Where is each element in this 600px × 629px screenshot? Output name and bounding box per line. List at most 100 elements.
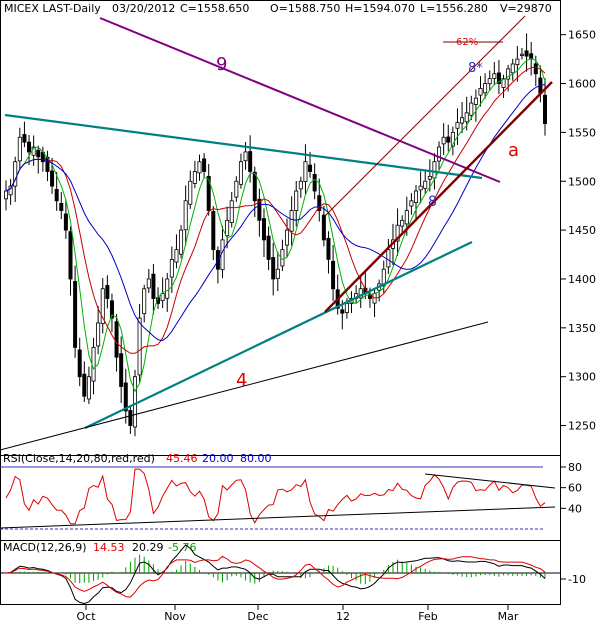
candle-body: [317, 195, 322, 211]
candle-body: [409, 200, 414, 207]
header-low: L=1556.280: [420, 2, 488, 15]
macd-panel: MACD(12,26,9) 14.53 20.29 -5.76 -10: [0, 541, 586, 605]
candle-body: [261, 218, 266, 241]
candle-body: [506, 68, 511, 80]
macd-line: [5, 544, 546, 605]
rsi-y-tick-label: 40: [568, 502, 582, 515]
channel-upper: [324, 15, 526, 217]
candle-body: [137, 317, 142, 376]
price-y-tick-label: 1350: [568, 322, 596, 335]
candle-body: [298, 180, 303, 190]
price-y-tick-label: 1400: [568, 273, 596, 286]
candle-body: [487, 78, 492, 85]
candle-body: [501, 78, 506, 88]
candle-body: [59, 203, 64, 211]
ma-fast-line: [5, 57, 546, 393]
rsi-low-level: 20.00: [202, 452, 234, 465]
candle-body: [243, 151, 248, 162]
candle-body: [73, 281, 78, 348]
candle-body: [132, 376, 137, 428]
candle-body: [188, 180, 193, 205]
wave-a-label: a: [508, 140, 519, 161]
candle-body: [146, 278, 151, 289]
price-y-tick-label: 1650: [568, 29, 596, 42]
candle-body: [404, 210, 409, 225]
candle-body: [427, 175, 432, 180]
candle-body: [68, 231, 73, 280]
candle-body: [473, 97, 478, 105]
rsi-y-tick-label: 80: [568, 461, 582, 474]
candle-body: [119, 353, 124, 387]
candle-body: [303, 161, 308, 182]
candle-body: [400, 219, 405, 227]
trendlines: [0, 15, 553, 451]
candle-body: [179, 229, 184, 255]
candle-body: [192, 171, 197, 184]
candle-body: [418, 185, 423, 191]
candle-body: [13, 161, 18, 187]
x-axis: Oct Nov Dec 12 Feb Mar: [76, 604, 519, 623]
candle-body: [483, 83, 488, 94]
header-date: 03/20/2012: [112, 2, 175, 15]
candle-body: [271, 257, 276, 280]
header-symbol: MICEX LAST-Daily: [4, 2, 101, 15]
candle-body: [165, 278, 170, 299]
candle-body: [432, 161, 437, 179]
macd-value: 14.53: [93, 541, 125, 554]
rsi-line: [5, 468, 546, 525]
candle-body: [50, 170, 55, 187]
price-y-tick-label: 1500: [568, 175, 596, 188]
candle-body: [17, 136, 22, 162]
rsi-y-tick-label: 60: [568, 482, 582, 495]
candle-body: [174, 249, 179, 263]
candle-body: [358, 288, 363, 299]
wave-8-label: 8: [428, 194, 437, 210]
candle-body: [8, 185, 13, 196]
candle-body: [151, 273, 156, 299]
candle-body: [510, 63, 515, 74]
candle-body: [96, 322, 101, 347]
rsi-value: 45.46: [166, 452, 198, 465]
candle-body: [22, 134, 27, 143]
rsi-panel-frame: [0, 455, 561, 541]
price-y-axis: 1250 1300 1350 1400 1450 1500 1550 1600 1650: [560, 29, 596, 433]
candle-body: [344, 303, 349, 313]
candle-body: [248, 151, 253, 172]
candle-body: [4, 190, 9, 200]
header-volume: V=29870: [500, 2, 552, 15]
candle-body: [100, 288, 105, 324]
candle-body: [496, 72, 501, 84]
rsi-high-level: 80.00: [240, 452, 272, 465]
candle-body: [54, 188, 59, 202]
candle-body: [77, 349, 82, 378]
trendline-purple: [99, 17, 501, 183]
candle-body: [123, 382, 128, 412]
candle-body: [114, 321, 119, 358]
candle-body: [142, 288, 147, 315]
candle-body: [63, 213, 68, 231]
header-close: C=1558.650: [180, 2, 249, 15]
candle-body: [160, 293, 165, 301]
candle-body: [441, 136, 446, 145]
price-y-tick-label: 1600: [568, 78, 596, 91]
candle-body: [257, 198, 262, 221]
annotations: 9 4 a 8 8* 62%: [216, 37, 519, 391]
trendline-teal-lower: [84, 241, 473, 429]
candle-body: [478, 88, 483, 96]
x-tick-label: Dec: [247, 610, 268, 623]
fib-62-label: 62%: [456, 37, 478, 48]
candle-body: [437, 146, 442, 162]
trendline-maroon: [324, 81, 553, 313]
candle-body: [211, 211, 216, 251]
candle-body: [460, 117, 465, 124]
candle-body: [533, 63, 538, 75]
candle-body: [455, 122, 460, 129]
price-y-tick-label: 1250: [568, 420, 596, 433]
rsi-trendline-upper: [424, 473, 556, 489]
candle-body: [450, 131, 455, 147]
macd-histogram: [10, 554, 546, 585]
candle-body: [275, 268, 280, 279]
candle-body: [202, 158, 207, 172]
